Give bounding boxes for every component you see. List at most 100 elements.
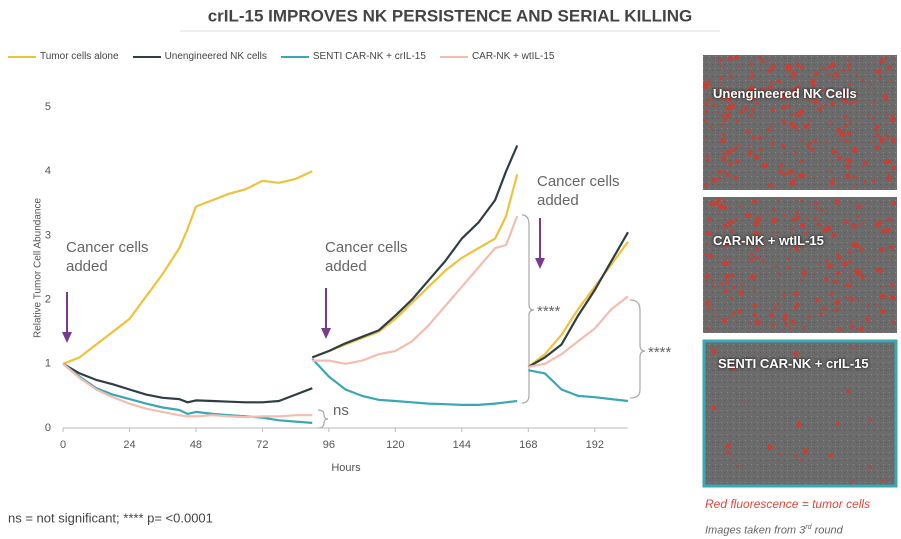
dot	[748, 149, 752, 153]
dot	[709, 278, 711, 280]
image-caption: Red fluorescence = tumor cells	[705, 497, 870, 511]
dot	[778, 273, 781, 276]
dot	[771, 64, 776, 69]
dot	[849, 120, 852, 123]
dot	[722, 151, 725, 154]
dot	[836, 253, 839, 256]
dot	[847, 64, 850, 67]
dot	[821, 127, 823, 129]
dot	[735, 159, 739, 163]
dot	[760, 225, 762, 227]
dot	[874, 128, 878, 132]
dot	[812, 176, 814, 178]
dot	[728, 162, 733, 167]
dot	[792, 125, 797, 130]
dot	[711, 282, 713, 284]
y-tick-label: 4	[45, 165, 51, 177]
dot	[802, 270, 807, 275]
dot	[706, 231, 711, 236]
dot	[836, 422, 840, 426]
dot	[772, 324, 775, 327]
dot	[830, 291, 834, 295]
x-tick-label: 144	[453, 439, 471, 451]
dot	[740, 283, 743, 286]
legend-label: SENTI CAR-NK + crIL-15	[313, 51, 426, 62]
dot	[739, 110, 743, 114]
dot	[703, 119, 707, 123]
footnote: ns = not significant; **** p= <0.0001	[8, 510, 213, 525]
dot	[725, 280, 729, 284]
dot	[852, 148, 857, 153]
dot	[783, 214, 786, 217]
dot	[879, 78, 881, 80]
dot	[767, 60, 769, 62]
dot	[800, 223, 806, 229]
dot	[734, 55, 739, 60]
dot	[717, 227, 719, 229]
dot	[887, 65, 892, 70]
dot	[749, 113, 753, 117]
legend-item: CAR-NK + wtIL-15	[440, 51, 555, 62]
dot	[732, 311, 736, 315]
dot	[813, 217, 817, 221]
dot	[872, 180, 875, 183]
dot	[814, 72, 819, 77]
chart-title: crIL-15 IMPROVES NK PERSISTENCE AND SERI…	[208, 6, 693, 25]
dot	[834, 72, 839, 77]
dot	[783, 316, 788, 321]
dot	[845, 283, 849, 287]
dot	[819, 312, 822, 315]
dot	[847, 68, 850, 71]
dot	[707, 160, 709, 162]
dot	[842, 261, 848, 267]
dot	[713, 286, 716, 289]
dot	[815, 207, 818, 210]
dot	[799, 139, 801, 141]
dot	[705, 281, 708, 284]
y-tick-label: 3	[45, 229, 51, 241]
dot	[726, 257, 728, 259]
dot	[813, 139, 816, 142]
dot	[845, 173, 850, 178]
dot	[856, 74, 858, 76]
dot	[851, 223, 857, 229]
dot	[890, 117, 896, 123]
note-text: Images taken from 3	[705, 525, 805, 537]
dot	[874, 91, 876, 93]
dot	[830, 180, 835, 185]
dot	[850, 282, 852, 284]
dot	[723, 224, 728, 229]
dot	[707, 79, 710, 82]
dot	[711, 348, 717, 354]
dot	[709, 201, 715, 207]
dot	[810, 120, 812, 122]
dot	[894, 58, 896, 60]
y-axis-label: Relative Tumor Cell Abundance	[33, 198, 44, 339]
dot	[791, 217, 795, 221]
dot	[845, 164, 850, 169]
dot	[844, 219, 849, 224]
dot	[721, 102, 723, 104]
dot	[850, 286, 852, 288]
dot	[810, 78, 815, 83]
dot	[866, 202, 868, 204]
dot	[892, 142, 894, 144]
dot	[724, 273, 730, 279]
dot	[787, 170, 792, 175]
dot	[797, 249, 800, 252]
dot	[850, 325, 854, 329]
dot	[775, 265, 778, 268]
y-tick-label: 5	[45, 101, 51, 113]
dot	[706, 302, 711, 307]
dot	[891, 259, 893, 261]
dot	[810, 147, 815, 152]
x-tick-label: 120	[386, 439, 404, 451]
x-tick-label: 48	[190, 439, 202, 451]
dot	[770, 124, 773, 127]
dot	[848, 159, 853, 164]
arrow-head	[62, 332, 72, 343]
dot	[781, 144, 785, 148]
dot	[800, 199, 803, 202]
dot	[753, 313, 758, 318]
dot	[715, 200, 720, 205]
